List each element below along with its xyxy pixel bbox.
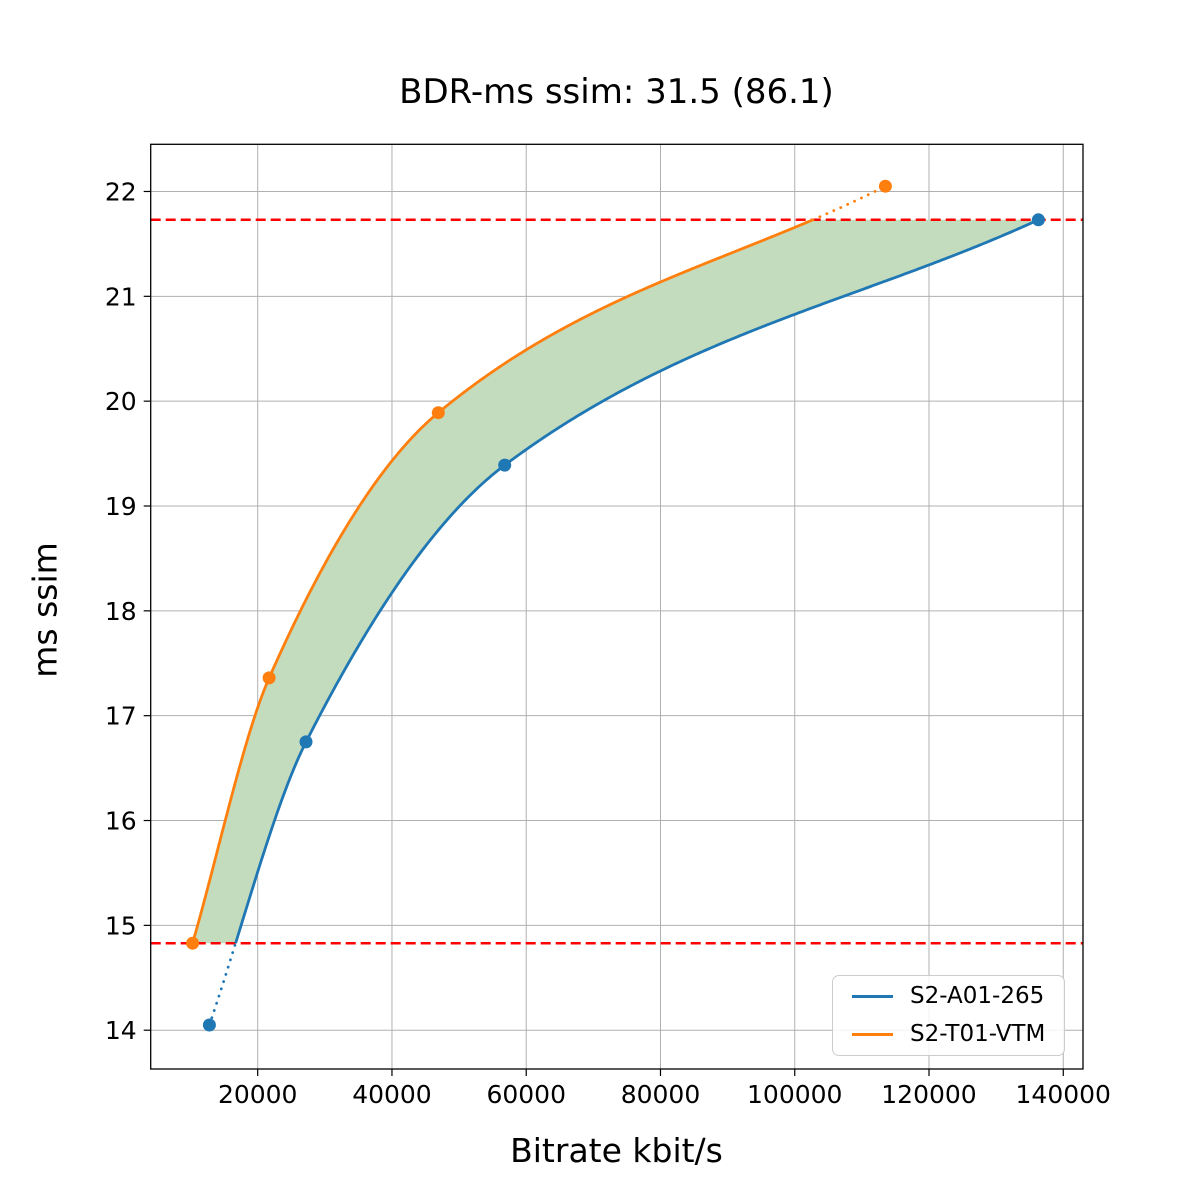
legend-item: S2-A01-265 [833, 980, 1064, 1014]
y-tick-label: 19 [105, 492, 137, 521]
x-tick-label: 80000 [621, 1080, 701, 1109]
legend-swatch-s2-t01-vtm [852, 1032, 893, 1036]
y-tick-label: 20 [105, 387, 137, 416]
y-tick-label: 15 [105, 911, 137, 940]
data-point [202, 1018, 216, 1032]
series-s2-t01-vtm-curve [191, 218, 814, 944]
data-point [299, 735, 313, 749]
x-tick-label: 140000 [1016, 1080, 1111, 1109]
data-point [262, 671, 276, 685]
y-tick-label: 22 [105, 177, 137, 206]
y-tick-label: 16 [105, 807, 137, 836]
data-point [431, 406, 445, 420]
legend-item: S2-T01-VTM [833, 1017, 1064, 1051]
legend-label: S2-T01-VTM [910, 1020, 1046, 1047]
x-tick-label: 40000 [352, 1080, 432, 1109]
legend: S2-A01-265 S2-T01-VTM [832, 975, 1065, 1056]
data-point [186, 936, 200, 950]
bd-overlap-fill [192, 219, 1039, 944]
data-point [498, 458, 512, 472]
x-tick-label: 20000 [218, 1080, 298, 1109]
y-tick-label: 17 [105, 702, 137, 731]
y-axis-label: ms ssim [25, 542, 65, 678]
data-point [1031, 213, 1045, 227]
data-point [878, 179, 892, 193]
plot-border [150, 143, 1084, 1070]
x-tick-label: 120000 [881, 1080, 976, 1109]
y-tick-label: 18 [105, 597, 137, 626]
series-s2-a01-265-curve [234, 218, 1040, 944]
legend-label: S2-A01-265 [910, 983, 1045, 1010]
y-tick-label: 14 [105, 1016, 137, 1045]
x-tick-label: 100000 [747, 1080, 842, 1109]
y-tick-label: 21 [105, 282, 137, 311]
x-tick-label: 60000 [486, 1080, 566, 1109]
x-axis-label: Bitrate kbit/s [510, 1131, 723, 1170]
chart-title: BDR-ms ssim: 31.5 (86.1) [399, 72, 834, 112]
legend-swatch-s2-a01-265 [852, 995, 893, 999]
series-s2-a01-265-dotted [207, 941, 237, 1027]
